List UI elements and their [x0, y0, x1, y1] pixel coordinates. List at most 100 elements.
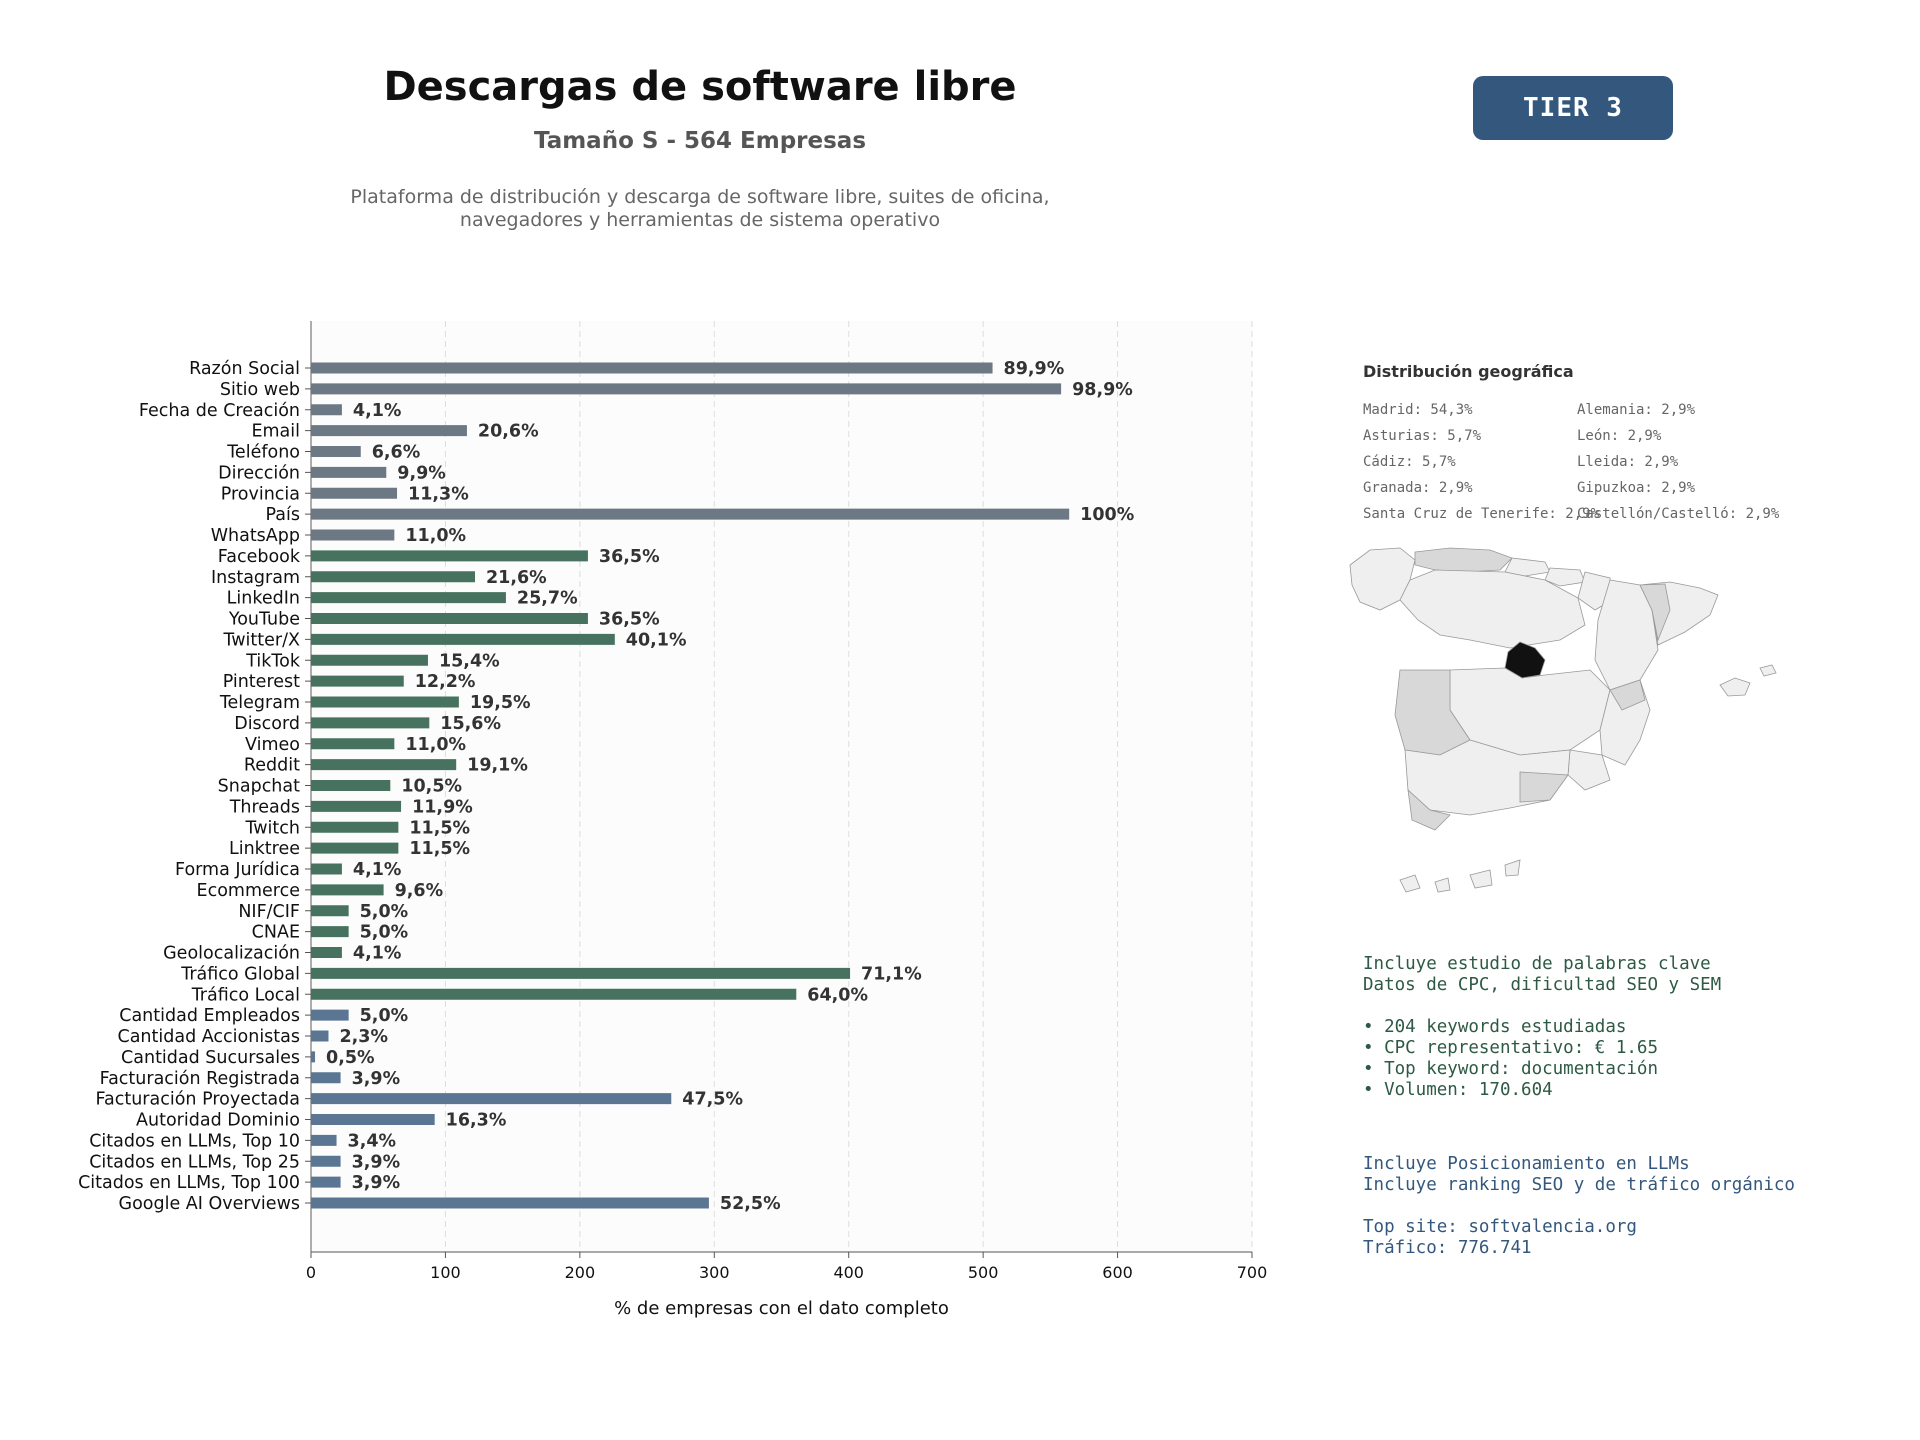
data-label: 47,5%: [682, 1090, 743, 1110]
llm-line: Incluye ranking SEO y de tráfico orgánic…: [1363, 1175, 1795, 1195]
map-region-granada: [1519, 771, 1569, 803]
data-label: 0,5%: [326, 1048, 375, 1068]
geo-item: Santa Cruz de Tenerife: 2,9%: [1363, 506, 1600, 522]
data-label: 71,1%: [861, 964, 922, 984]
bar: [311, 1030, 329, 1042]
data-label: 11,9%: [412, 797, 473, 817]
bar: [311, 759, 457, 771]
bar: [311, 487, 398, 499]
data-label: 9,9%: [397, 463, 446, 483]
bar: [311, 571, 476, 583]
data-label: 4,1%: [353, 944, 402, 964]
bar: [311, 967, 851, 979]
bar: [311, 1197, 709, 1209]
bar: [311, 800, 402, 812]
category-label: Reddit: [244, 756, 300, 776]
x-axis-label: % de empresas con el dato completo: [614, 1298, 949, 1319]
data-label: 98,9%: [1072, 380, 1133, 400]
llm-line: Incluye Posicionamiento en LLMs: [1363, 1154, 1690, 1174]
llm-line: Tráfico: 776.741: [1363, 1238, 1532, 1258]
data-label: 3,9%: [352, 1173, 401, 1193]
bar: [311, 988, 797, 1000]
geo-item: Madrid: 54,3%: [1363, 402, 1473, 418]
map-region-basque: [1544, 567, 1586, 587]
bar: [311, 696, 459, 708]
map-region-lleida: [1639, 583, 1671, 642]
x-tick-label: 600: [1102, 1263, 1133, 1282]
keywords-line: Incluye estudio de palabras clave: [1363, 954, 1711, 974]
keywords-bullet: • CPC representativo: € 1.65: [1363, 1038, 1659, 1058]
data-label: 11,5%: [409, 839, 470, 859]
geo-item: Gipuzkoa: 2,9%: [1577, 480, 1696, 496]
data-label: 40,1%: [626, 630, 687, 650]
map-region-cantabria: [1504, 557, 1551, 577]
category-label: Cantidad Accionistas: [117, 1027, 300, 1047]
page-title: Descargas de software libre: [383, 64, 1017, 110]
category-label: Telegram: [219, 693, 300, 713]
category-label: Geolocalización: [163, 944, 300, 964]
data-label: 11,0%: [405, 735, 466, 755]
bar: [311, 1155, 341, 1167]
category-label: Tráfico Local: [191, 985, 300, 1005]
data-label: 36,5%: [599, 610, 660, 630]
keywords-bullet: • 204 keywords estudiadas: [1363, 1017, 1627, 1037]
category-label: País: [266, 505, 300, 525]
data-label: 5,0%: [360, 902, 409, 922]
keywords-bullet: • Top keyword: documentación: [1363, 1059, 1659, 1079]
category-label: Citados en LLMs, Top 25: [89, 1152, 300, 1172]
category-label: Instagram: [211, 568, 300, 588]
geo-distribution-title: Distribución geográfica: [1363, 362, 1574, 381]
bar: [311, 1093, 672, 1105]
category-label: TikTok: [245, 651, 301, 671]
category-label: Twitch: [244, 818, 300, 838]
bar: [311, 821, 399, 833]
category-label: Sitio web: [220, 380, 300, 400]
category-label: Snapchat: [218, 777, 300, 797]
data-label: 5,0%: [360, 923, 409, 943]
bar: [311, 633, 615, 645]
bar: [311, 926, 349, 938]
data-label: 64,0%: [807, 985, 868, 1005]
bar: [311, 529, 395, 541]
data-label: 10,5%: [401, 777, 462, 797]
data-label: 25,7%: [517, 589, 578, 609]
geo-item: Castellón/Castelló: 2,9%: [1577, 506, 1780, 522]
data-label: 2,3%: [339, 1027, 388, 1047]
geo-item: Granada: 2,9%: [1363, 480, 1473, 496]
map-region-balearic: [1719, 677, 1751, 697]
page-description: Plataforma de distribución y descarga de…: [350, 186, 1050, 231]
data-label: 11,3%: [408, 484, 469, 504]
bar: [311, 466, 387, 478]
data-label: 4,1%: [353, 401, 402, 421]
tier-badge: TIER 3: [1473, 76, 1673, 140]
x-tick-label: 200: [565, 1263, 596, 1282]
category-label: Discord: [234, 714, 300, 734]
bar: [311, 654, 428, 666]
category-label: Cantidad Empleados: [119, 1006, 300, 1026]
data-label: 100%: [1080, 505, 1134, 525]
x-tick-label: 400: [833, 1263, 864, 1282]
map-region-castellon: [1609, 679, 1646, 711]
llm-line: Top site: softvalencia.org: [1363, 1217, 1637, 1237]
category-label: NIF/CIF: [238, 902, 300, 922]
data-label: 36,5%: [599, 547, 660, 567]
data-label: 20,6%: [478, 422, 539, 442]
data-label: 21,6%: [486, 568, 547, 588]
data-label: 3,9%: [352, 1152, 401, 1172]
bar: [311, 446, 361, 457]
bar: [311, 425, 467, 437]
geo-item: Lleida: 2,9%: [1577, 454, 1679, 470]
bar: [311, 404, 342, 416]
data-label: 16,3%: [446, 1111, 507, 1131]
data-label: 52,5%: [720, 1194, 781, 1214]
bar: [311, 780, 391, 791]
map-region-cadiz: [1407, 788, 1451, 831]
bar: [311, 1009, 349, 1021]
data-label: 15,6%: [440, 714, 501, 734]
data-label: 11,5%: [409, 818, 470, 838]
bar: [311, 717, 430, 729]
data-label: 19,1%: [467, 756, 528, 776]
category-label: Pinterest: [223, 672, 300, 692]
data-label: 9,6%: [395, 881, 444, 901]
category-label: Twitter/X: [222, 630, 300, 650]
